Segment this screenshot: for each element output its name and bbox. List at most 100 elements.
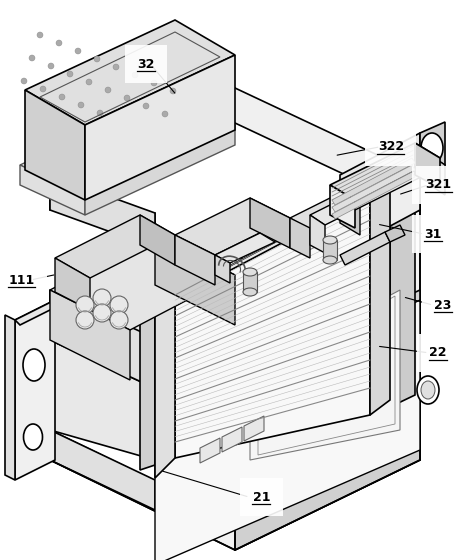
Polygon shape [50,175,155,248]
Polygon shape [50,290,130,380]
Polygon shape [370,182,390,415]
Polygon shape [175,192,370,458]
Circle shape [170,88,176,94]
Polygon shape [50,285,155,460]
Circle shape [21,78,27,84]
Polygon shape [155,300,420,560]
Ellipse shape [417,376,439,404]
Text: 22: 22 [429,346,447,360]
Polygon shape [310,155,445,225]
Circle shape [75,48,81,54]
Circle shape [110,296,128,314]
Polygon shape [215,255,230,283]
Ellipse shape [421,133,443,163]
Polygon shape [290,218,310,258]
Circle shape [93,304,111,322]
Polygon shape [50,290,235,425]
Polygon shape [55,215,175,278]
Circle shape [97,110,103,116]
Ellipse shape [323,236,337,244]
Polygon shape [340,133,420,218]
Polygon shape [323,240,337,260]
Polygon shape [85,55,235,200]
Ellipse shape [243,268,257,276]
Polygon shape [243,272,257,292]
Polygon shape [332,172,415,219]
Circle shape [76,296,94,314]
Circle shape [132,72,138,78]
Polygon shape [25,20,235,125]
Polygon shape [175,235,215,285]
Circle shape [113,64,119,70]
Polygon shape [155,192,370,310]
Polygon shape [50,430,155,510]
Circle shape [93,289,111,307]
Polygon shape [50,255,420,425]
Circle shape [94,56,100,62]
Polygon shape [332,165,415,212]
Text: 321: 321 [425,178,451,192]
Ellipse shape [323,256,337,264]
Ellipse shape [24,424,42,450]
Circle shape [124,95,130,101]
Polygon shape [215,233,275,263]
Polygon shape [15,300,55,480]
Polygon shape [250,198,290,248]
Polygon shape [140,215,175,265]
Circle shape [151,80,157,86]
Text: 322: 322 [378,140,404,153]
Polygon shape [390,170,415,407]
Text: 21: 21 [252,491,270,504]
Polygon shape [235,430,420,550]
Polygon shape [175,198,290,255]
Circle shape [37,32,43,38]
Circle shape [78,102,84,108]
Text: 32: 32 [138,58,154,71]
Circle shape [143,103,149,109]
Polygon shape [140,182,390,315]
Polygon shape [340,175,420,253]
Polygon shape [50,235,235,330]
Polygon shape [155,295,175,478]
Polygon shape [250,290,400,460]
Polygon shape [20,165,85,215]
Polygon shape [200,438,220,463]
Circle shape [162,111,168,117]
Polygon shape [155,235,235,325]
Circle shape [29,55,35,61]
Circle shape [76,311,94,329]
Polygon shape [235,290,420,425]
Polygon shape [155,165,420,460]
Polygon shape [330,143,440,200]
Circle shape [40,86,46,92]
Polygon shape [50,88,420,210]
Polygon shape [415,143,440,188]
Text: 23: 23 [434,298,451,312]
Polygon shape [310,215,325,253]
Polygon shape [385,225,405,242]
Circle shape [48,63,54,69]
Circle shape [110,311,128,329]
Polygon shape [244,416,264,441]
Polygon shape [340,193,360,235]
Polygon shape [315,175,420,248]
Circle shape [59,94,65,100]
Polygon shape [430,155,445,195]
Circle shape [56,40,62,46]
Polygon shape [222,427,242,452]
Polygon shape [55,258,90,310]
Polygon shape [290,193,360,230]
Polygon shape [85,125,235,215]
Polygon shape [15,300,60,325]
Polygon shape [330,185,355,228]
Ellipse shape [243,288,257,296]
Circle shape [67,71,73,77]
Polygon shape [5,315,15,480]
Polygon shape [25,90,85,200]
Polygon shape [50,430,420,550]
Polygon shape [420,122,445,175]
Polygon shape [340,232,390,265]
Polygon shape [20,95,235,195]
Ellipse shape [421,381,435,399]
Text: 31: 31 [425,227,442,241]
